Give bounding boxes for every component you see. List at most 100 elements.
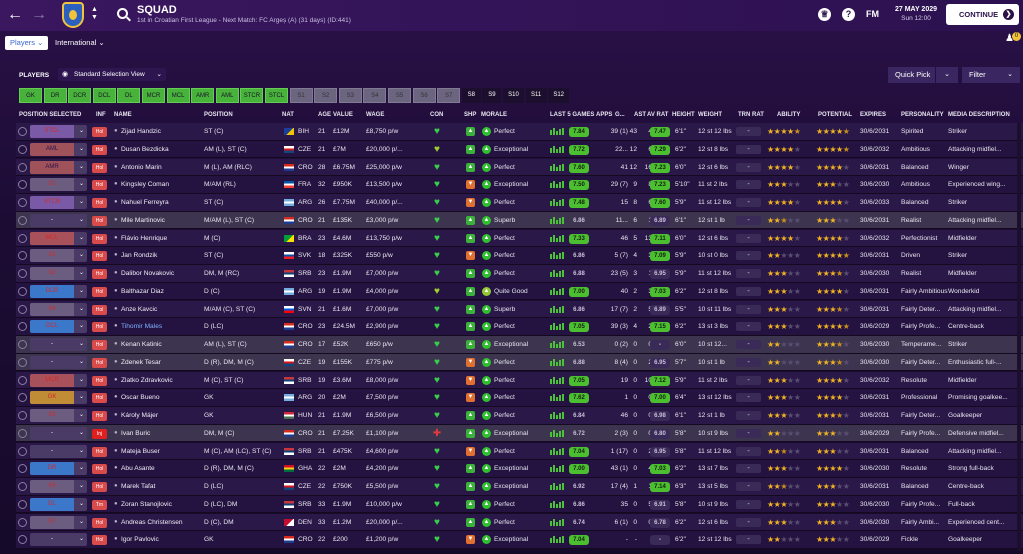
select-checkbox[interactable] [18, 393, 27, 403]
position-selector[interactable]: - ⌄ [30, 533, 87, 547]
table-row[interactable]: - ⌄ Inj ● Ivan Buric DM, M (C) CRO 21 £7.25K £1,1… [16, 424, 1023, 443]
column-header[interactable]: SHP [464, 112, 477, 118]
status-badge[interactable]: Hol [92, 286, 107, 297]
column-header[interactable]: VALUE [333, 112, 353, 118]
table-row[interactable]: STCL ⌄ Hol ● Zijad Handzic ST (C) BIH 21 £12M £8,… [16, 123, 1023, 141]
player-name-link[interactable]: Zoran Stanojlovic [121, 500, 172, 508]
quick-pick-chevron-icon[interactable]: ⌄ [936, 67, 958, 83]
status-badge[interactable]: Hol [92, 144, 107, 155]
column-header[interactable]: APPS [596, 112, 613, 118]
select-checkbox[interactable] [18, 375, 27, 385]
status-badge[interactable]: Inj [92, 428, 107, 439]
select-checkbox[interactable] [18, 517, 27, 527]
position-selector[interactable]: STCL ⌄ [30, 125, 87, 138]
player-name-link[interactable]: Abu Asante [121, 465, 155, 473]
back-arrow-icon[interactable]: ← [7, 6, 23, 23]
position-filter-s2[interactable]: S2 [314, 88, 338, 103]
table-row[interactable]: DCR ⌄ Hol ● Balthazar Diaz D (C) ARG 19 £1.9M £4,… [16, 282, 1023, 301]
status-badge[interactable]: Hol [92, 340, 107, 350]
people-icon[interactable]: ♟ [1005, 33, 1014, 44]
position-filter-s3[interactable]: S3 [338, 88, 362, 103]
position-selector[interactable]: DCR ⌄ [30, 284, 87, 298]
column-header[interactable]: POSITION [204, 112, 233, 118]
position-selector[interactable]: - ⌄ [30, 355, 87, 369]
column-header[interactable]: POSITION SELECTED [19, 112, 82, 118]
column-header[interactable]: NAME [114, 112, 132, 118]
player-name-link[interactable]: Flávio Henrique [121, 234, 168, 242]
scrollbar[interactable] [1017, 123, 1021, 551]
position-filter-mcr[interactable]: MCR [142, 88, 165, 103]
select-checkbox[interactable] [18, 535, 27, 545]
view-selector[interactable]: ◉ Standard Selection View ⌄ [58, 68, 166, 81]
column-header[interactable]: LAST 5 GAMES [550, 112, 595, 118]
select-checkbox[interactable] [18, 251, 27, 261]
filter-chevron-icon[interactable]: ⌄ [1000, 67, 1020, 83]
status-badge[interactable]: Hol [92, 233, 107, 244]
position-filter-s9[interactable]: S9 [482, 88, 502, 103]
status-badge[interactable]: Hol [92, 322, 107, 333]
table-row[interactable]: AMR ⌄ Hol ● Antonio Marin M (L), AM (RLC) CRO 2… [16, 158, 1023, 177]
player-name-link[interactable]: Zlatko Zdravkovic [121, 376, 173, 384]
position-filter-s12[interactable]: S12 [548, 88, 570, 103]
select-checkbox[interactable] [18, 499, 27, 509]
chevron-updown-icon[interactable]: ▲ ▼ [91, 6, 98, 21]
fm-menu-button[interactable]: FM [866, 9, 879, 19]
status-badge[interactable]: Hol [92, 535, 107, 546]
player-name-link[interactable]: Ivan Buric [121, 429, 151, 437]
table-row[interactable]: S3 ⌄ Hol ● Jan Rondzik ST (C) SVK 18 £325K £550 p… [16, 247, 1023, 265]
player-name-link[interactable]: Mile Martinovic [121, 216, 165, 224]
select-checkbox[interactable] [18, 233, 27, 243]
position-selector[interactable]: STCR ⌄ [30, 196, 87, 209]
player-name-link[interactable]: Marek Tafat [121, 483, 156, 490]
select-checkbox[interactable] [18, 482, 27, 491]
column-header[interactable]: CON [430, 112, 444, 118]
column-header[interactable]: MEDIA DESCRIPTION [948, 112, 1010, 118]
position-filter-mcl[interactable]: MCL [166, 88, 190, 103]
status-badge[interactable]: Hol [92, 304, 107, 315]
position-selector[interactable]: S4 ⌄ [30, 302, 87, 316]
column-header[interactable]: HEIGHT [672, 112, 695, 118]
select-checkbox[interactable] [18, 269, 27, 278]
status-badge[interactable]: Trn [92, 499, 107, 510]
player-name-link[interactable]: Kenan Katinic [121, 341, 162, 348]
table-row[interactable]: DCL ⌄ Hol ● Tihomir Males D (LC) CRO 23 £24.5M £2… [16, 318, 1023, 336]
select-checkbox[interactable] [18, 144, 27, 154]
table-row[interactable]: S1 ⌄ Hol ● Kingsley Coman M/AM (RL) FRA 32 £950K… [16, 176, 1023, 194]
column-header[interactable]: WAGE [366, 112, 385, 118]
player-name-link[interactable]: Andreas Christensen [121, 518, 183, 526]
table-row[interactable]: DR ⌄ Hol ● Abu Asante D (R), DM, M (C) GHA 22 £2… [16, 460, 1023, 478]
table-row[interactable]: S2 ⌄ Hol ● Dalibor Novakovic DM, M (RC) SRB 23 £… [16, 265, 1023, 283]
position-selector[interactable]: - ⌄ [30, 213, 87, 227]
table-row[interactable]: MCL ⌄ Hol ● Flávio Henrique M (C) BRA 23 £4.6M £1… [16, 229, 1023, 248]
player-name-link[interactable]: Dalibor Novakovic [121, 270, 175, 277]
player-name-link[interactable]: Mateja Buser [121, 447, 160, 455]
select-checkbox[interactable] [18, 322, 27, 332]
player-name-link[interactable]: Zdenek Tesar [121, 358, 161, 366]
table-row[interactable]: - ⌄ Hol ● Mateja Buser M (C), AM (LC), ST (C)… [16, 442, 1023, 461]
position-filter-stcl[interactable]: STCL [265, 88, 288, 103]
column-header[interactable]: ABILITY [777, 112, 801, 118]
status-badge[interactable]: Hol [92, 198, 107, 208]
select-checkbox[interactable] [18, 127, 27, 136]
position-selector[interactable]: S1 ⌄ [30, 178, 87, 192]
player-name-link[interactable]: Dusan Bezdicka [121, 145, 169, 153]
player-name-link[interactable]: Balthazar Diaz [121, 287, 164, 295]
search-icon[interactable] [117, 8, 128, 19]
position-selector[interactable]: AML ⌄ [30, 142, 87, 156]
table-row[interactable]: - ⌄ Hol ● Mile Martinovic M/AM (L), ST (C) CRO… [16, 211, 1023, 230]
column-header[interactable]: INF [96, 112, 106, 118]
position-selector[interactable]: - ⌄ [30, 426, 87, 440]
position-filter-s8[interactable]: S8 [461, 88, 481, 103]
position-filter-s11[interactable]: S11 [525, 88, 547, 103]
position-selector[interactable]: - ⌄ [30, 444, 87, 458]
position-selector[interactable]: AMR ⌄ [30, 160, 87, 174]
position-selector[interactable]: MCR ⌄ [30, 373, 87, 387]
select-checkbox[interactable] [18, 198, 27, 207]
player-name-link[interactable]: Károly Májer [121, 412, 159, 419]
position-filter-s1[interactable]: S1 [289, 88, 313, 103]
position-selector[interactable]: S6 ⌄ [30, 480, 87, 493]
status-badge[interactable]: Hol [92, 464, 107, 475]
select-checkbox[interactable] [18, 357, 27, 367]
table-row[interactable]: MCR ⌄ Hol ● Zlatko Zdravkovic M (C), ST (C) SR… [16, 371, 1023, 390]
status-badge[interactable]: Hol [92, 215, 107, 226]
